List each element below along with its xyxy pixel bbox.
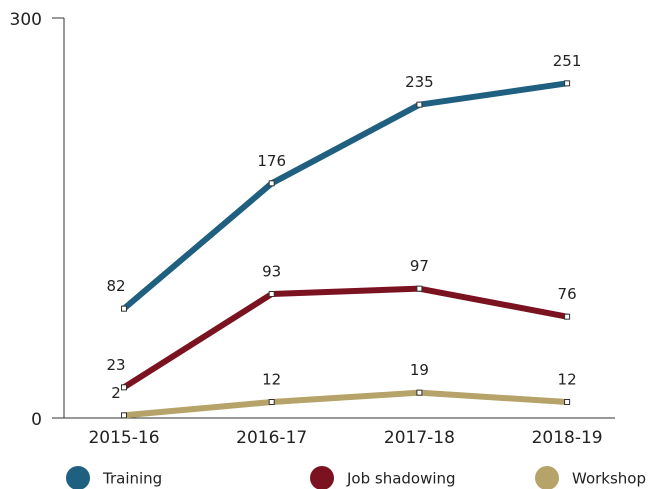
y-tick-label: 300 — [10, 10, 42, 30]
data-label: 251 — [553, 52, 582, 70]
series-line — [122, 80, 568, 311]
x-tick-label: 2018-19 — [532, 428, 603, 448]
y-tick-label: 0 — [31, 410, 42, 430]
data-label: 93 — [262, 263, 281, 281]
legend-swatch — [535, 466, 559, 489]
data-label: 76 — [558, 285, 577, 303]
data-label: 2 — [111, 384, 121, 402]
point-marker — [121, 305, 127, 312]
point-marker — [268, 399, 275, 405]
point-marker — [416, 389, 423, 396]
data-label: 235 — [405, 73, 434, 91]
legend-label: Job shadowing — [346, 470, 456, 488]
series-line — [123, 389, 568, 419]
x-tick-label: 2017-18 — [384, 428, 455, 448]
point-marker — [416, 101, 423, 108]
point-marker — [121, 412, 127, 419]
data-label: 12 — [262, 371, 281, 389]
legend-swatch — [310, 466, 334, 489]
point-marker — [268, 291, 275, 297]
data-label: 23 — [106, 356, 125, 374]
data-label: 176 — [257, 152, 286, 170]
data-label: 19 — [410, 361, 429, 379]
data-label: 82 — [106, 277, 125, 295]
legend-label: Workshop — [572, 470, 646, 488]
point-marker — [268, 180, 275, 187]
legend-swatch — [66, 466, 90, 489]
legend-label: Training — [102, 470, 162, 488]
point-marker — [121, 384, 127, 391]
point-marker — [564, 313, 571, 320]
data-label: 12 — [558, 371, 577, 389]
point-marker — [416, 285, 423, 292]
point-marker — [564, 80, 571, 87]
data-label: 97 — [410, 257, 429, 275]
series-line — [122, 285, 568, 390]
x-tick-label: 2015-16 — [88, 428, 159, 448]
point-marker — [564, 399, 571, 405]
x-tick-label: 2016-17 — [236, 428, 307, 448]
